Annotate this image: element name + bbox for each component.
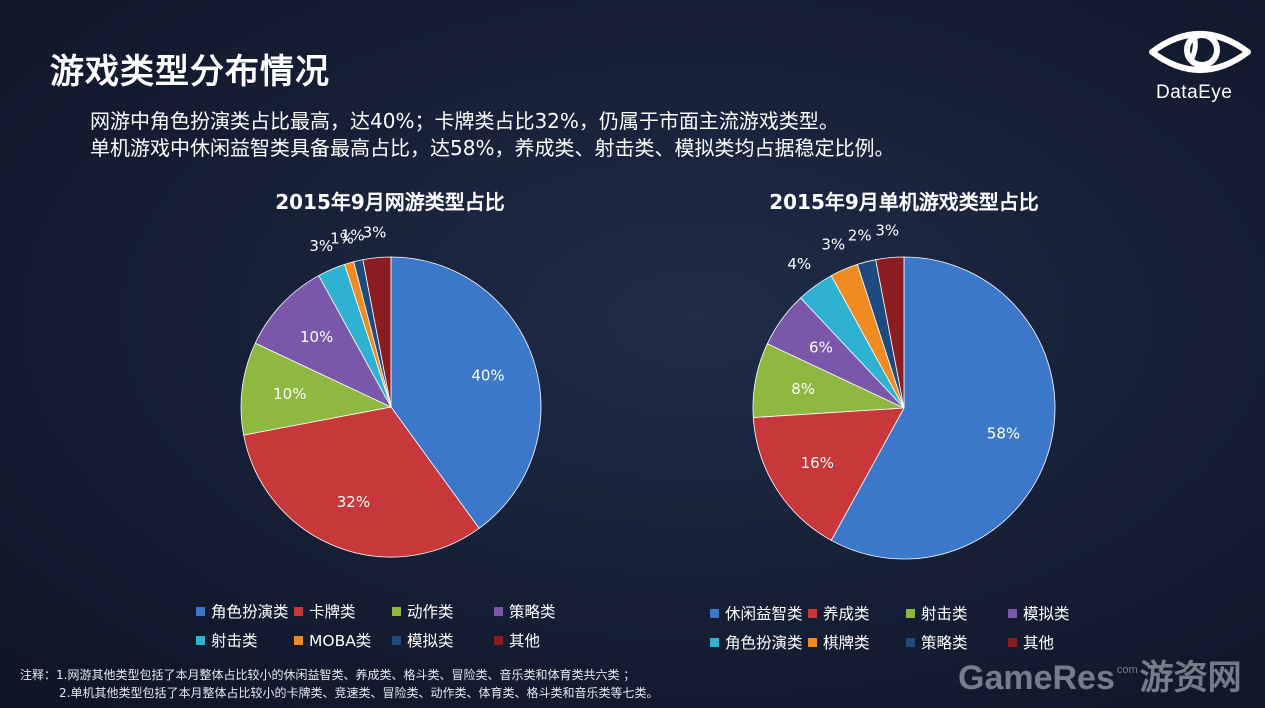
legend-swatch xyxy=(808,638,817,647)
watermark-cn: 游资网 xyxy=(1139,659,1242,697)
legend-label: 其他 xyxy=(1023,634,1055,652)
legend-label: MOBA类 xyxy=(309,632,372,650)
watermark: GameRes com游资网 xyxy=(958,650,1242,699)
legend-item: 卡牌类 xyxy=(294,600,356,622)
slice-data-label: 3% xyxy=(363,223,387,241)
legend-item: 棋牌类 xyxy=(808,631,870,653)
legend-swatch xyxy=(1008,609,1017,618)
slice-data-label: 8% xyxy=(791,380,815,398)
pie-slice xyxy=(830,256,1056,560)
legend-label: 角色扮演类 xyxy=(725,634,803,652)
pie-slice xyxy=(752,407,905,541)
chart-title: 2015年9月网游类型占比 xyxy=(275,190,505,214)
legend-swatch xyxy=(808,609,817,618)
legend-label: 策略类 xyxy=(921,634,968,652)
legend-swatch xyxy=(294,636,303,645)
legend-label: 养成类 xyxy=(823,605,870,623)
legend-label: 射击类 xyxy=(921,605,968,623)
legend-swatch xyxy=(906,638,915,647)
slice-data-label: 6% xyxy=(809,339,833,357)
slice-data-label: 32% xyxy=(337,493,370,511)
slice-data-label: 3% xyxy=(875,222,899,240)
legend-label: 角色扮演类 xyxy=(211,603,289,621)
standalone-games-pie-chart: 2015年9月单机游戏类型占比 58% 16% 8% 6% 4% 3% 2% 3% xyxy=(644,182,1164,662)
pie-slice xyxy=(254,275,392,408)
pie-slice xyxy=(240,342,393,436)
pie-svg: 58% 16% 8% 6% 4% 3%2% 3% xyxy=(752,222,1056,560)
legend-swatch xyxy=(294,607,303,616)
page-subtitle: 网游中角色扮演类占比最高，达40%；卡牌类占比32%，仍属于市面主流游戏类型。 … xyxy=(90,108,894,162)
legend-swatch xyxy=(1008,638,1017,647)
legend-item: 角色扮演类 xyxy=(710,631,803,653)
legend-swatch xyxy=(392,607,401,616)
legend-item: 射击类 xyxy=(196,629,258,651)
pie-slice xyxy=(390,256,542,529)
legend-label: 卡牌类 xyxy=(309,603,356,621)
slice-data-label: 40% xyxy=(471,366,504,384)
legend-swatch xyxy=(196,636,205,645)
legend-label: 模拟类 xyxy=(407,632,454,650)
legend-item: 策略类 xyxy=(494,600,556,622)
online-games-legend: 角色扮演类 卡牌类 动作类 策略类射击类 MOBA类 模拟类 其他 xyxy=(196,600,576,650)
legend-item: 策略类 xyxy=(906,631,968,653)
chart-title: 2015年9月单机游戏类型占比 xyxy=(769,190,1039,214)
legend-swatch xyxy=(494,607,503,616)
watermark-main: GameRes xyxy=(958,659,1115,697)
subtitle-line: 单机游戏中休闲益智类具备最高占比，达58%，养成类、射击类、模拟类均占据稳定比例… xyxy=(90,136,895,160)
legend-item: 模拟类 xyxy=(392,629,454,651)
logo-text: DataEye xyxy=(1156,82,1233,103)
watermark-com: com xyxy=(1116,664,1138,676)
footnotes: 注释：1.网游其他类型包括了本月整体占比较小的休闲益智类、养成类、格斗类、冒险类… xyxy=(20,666,658,702)
page-title: 游戏类型分布情况 xyxy=(50,52,330,92)
pie-svg: 40%32%10%10%3%1%1%3% xyxy=(240,223,542,558)
legend-label: 休闲益智类 xyxy=(725,605,803,623)
legend-label: 动作类 xyxy=(407,603,454,621)
dataeye-logo: DataEye xyxy=(1148,26,1252,106)
legend-item: 射击类 xyxy=(906,602,968,624)
legend-item: 其他 xyxy=(1008,631,1054,653)
legend-item: 角色扮演类 xyxy=(196,600,289,622)
standalone-games-legend: 休闲益智类 养成类 射击类 模拟类角色扮演类 棋牌类 策略类 其他 xyxy=(710,602,1090,652)
pie-slice xyxy=(243,406,480,558)
legend-swatch xyxy=(494,636,503,645)
legend-swatch xyxy=(710,638,719,647)
slice-data-label: 4% xyxy=(787,255,811,273)
slice-data-label: 2% xyxy=(848,226,872,244)
legend-label: 射击类 xyxy=(211,632,258,650)
online-games-pie-chart: 2015年9月网游类型占比 40% 32% 10% 10% 3% 1% 1% 3% xyxy=(130,182,650,662)
legend-item: MOBA类 xyxy=(294,629,371,651)
slice-data-label: 10% xyxy=(273,385,306,403)
eye-icon xyxy=(1149,31,1251,73)
legend-swatch xyxy=(710,609,719,618)
slice-data-label: 1% xyxy=(341,227,365,245)
slice-data-label: 16% xyxy=(801,454,834,472)
legend-item: 动作类 xyxy=(392,600,454,622)
pie-slice xyxy=(875,256,905,409)
footnote: 2.单机其他类型包括了本月整体占比较小的卡牌类、竞速类、冒险类、动作类、体育类、… xyxy=(59,686,659,700)
pie-slice xyxy=(362,256,392,408)
slice-data-label: 10% xyxy=(300,328,333,346)
legend-label: 策略类 xyxy=(509,603,556,621)
legend-swatch xyxy=(906,609,915,618)
slice-data-label: 58% xyxy=(987,425,1020,443)
subtitle-line: 网游中角色扮演类占比最高，达40%；卡牌类占比32%，仍属于市面主流游戏类型。 xyxy=(90,109,839,133)
slice-data-label: 3% xyxy=(309,237,333,255)
legend-swatch xyxy=(392,636,401,645)
legend-item: 休闲益智类 xyxy=(710,602,803,624)
slice-data-label: 3% xyxy=(821,235,845,253)
legend-label: 其他 xyxy=(509,632,541,650)
legend-swatch xyxy=(196,607,205,616)
legend-item: 其他 xyxy=(494,629,540,651)
legend-item: 养成类 xyxy=(808,602,870,624)
legend-item: 模拟类 xyxy=(1008,602,1070,624)
legend-label: 棋牌类 xyxy=(823,634,870,652)
slice-data-label: 1% xyxy=(330,229,354,247)
footnote: 注释：1.网游其他类型包括了本月整体占比较小的休闲益智类、养成类、格斗类、冒险类… xyxy=(20,668,636,682)
legend-label: 模拟类 xyxy=(1023,605,1070,623)
